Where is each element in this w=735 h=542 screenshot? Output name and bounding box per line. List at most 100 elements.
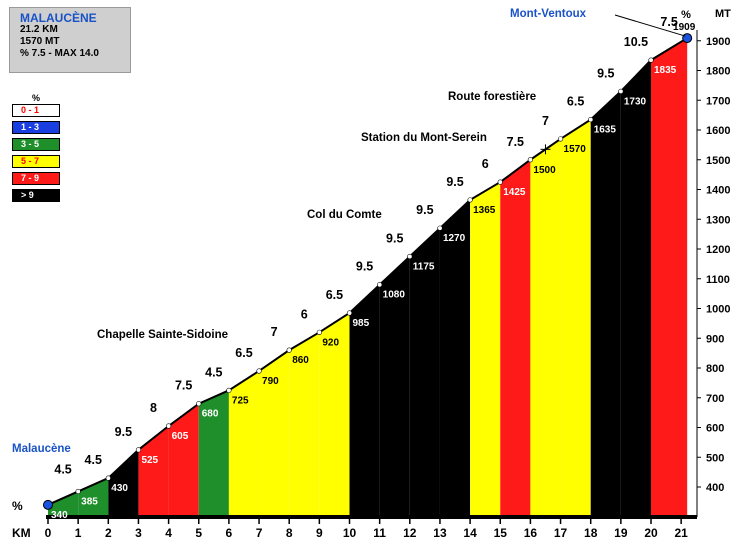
y-tick-label: 900: [706, 333, 724, 345]
gradient-axis-label: %: [12, 499, 23, 513]
legend-title: %: [31, 93, 40, 103]
km-point-marker: [226, 387, 232, 393]
gradient-label: 6.5: [567, 95, 584, 109]
altitude-label: 790: [262, 376, 279, 387]
x-tick-label: 18: [584, 526, 598, 540]
km-point-marker: [467, 197, 473, 203]
km-point-marker: [346, 310, 353, 316]
climb-gradient: % 7.5 - MAX 14.0: [20, 48, 99, 59]
climb-elevation-gain: 1570 MT: [20, 36, 60, 47]
gradient-label: 9.5: [597, 66, 614, 80]
y-tick-label: 1600: [706, 125, 730, 137]
altitude-label: 605: [172, 431, 189, 442]
gradient-label: 8: [150, 401, 157, 415]
profile-segment: [259, 350, 290, 517]
gradient-label: 6.5: [326, 288, 343, 302]
y-tick-label: 800: [706, 363, 724, 375]
y-tick-label: 1900: [706, 36, 730, 48]
km-point-marker: [588, 116, 594, 123]
km-point-marker: [256, 368, 262, 374]
x-tick-label: 9: [316, 526, 323, 540]
gradient-label: 7.5: [507, 135, 524, 149]
y-tick-label: 1800: [706, 66, 730, 78]
profile-segment: [560, 119, 591, 518]
profile-segment: [470, 182, 501, 517]
profile-segment: [168, 403, 199, 517]
climb-info-box: MALAUCÈNE 21.2 KM 1570 MT % 7.5 - MAX 14…: [9, 7, 131, 73]
summit-marker: [682, 33, 693, 44]
y-tick-label: 1100: [706, 274, 730, 286]
gradient-label: 9.5: [416, 203, 433, 217]
start-marker: [43, 499, 53, 510]
x-tick-label: 20: [644, 526, 658, 540]
y-tick-label: 1200: [706, 244, 730, 256]
profile-line: [47, 37, 688, 506]
km-point-marker: [648, 57, 654, 63]
x-tick-label: 3: [135, 526, 142, 540]
y-tick-label: 1400: [706, 185, 730, 197]
altitude-label: 1835: [654, 65, 677, 76]
altitude-label: 525: [141, 455, 158, 466]
km-point-marker: [75, 488, 81, 495]
x-tick-label: 16: [524, 526, 538, 540]
profile-segment: [349, 284, 380, 517]
x-tick-label: 12: [403, 526, 417, 540]
altitude-label: 1500: [533, 165, 556, 176]
profile-segment: [651, 38, 688, 517]
gradient-label: 9.5: [386, 231, 403, 245]
x-tick-label: 6: [226, 526, 233, 540]
gradient-label: 7: [542, 114, 549, 128]
profile-segment: [409, 228, 440, 518]
km-point-marker: [196, 401, 202, 407]
x-tick-label: 8: [286, 526, 293, 540]
y-tick-label: 600: [706, 423, 724, 435]
x-axis-title: KM: [12, 526, 31, 540]
altitude-label: 985: [353, 318, 370, 329]
profile-segment: [590, 91, 621, 517]
km-point-marker: [557, 136, 564, 142]
altitude-label: 1365: [473, 205, 496, 216]
y-tick-label: 700: [706, 393, 724, 405]
gradient-label: 4.5: [205, 365, 222, 379]
km-point-marker: [527, 157, 534, 163]
landmark-label: Route forestière: [448, 91, 536, 103]
x-tick-label: 21: [674, 526, 688, 540]
y-axis-title: MT: [715, 8, 731, 20]
altitude-label: 860: [292, 355, 309, 366]
gradient-label: 6.5: [235, 346, 252, 360]
profile-segment: [228, 370, 260, 517]
profile-segment: [500, 159, 531, 517]
altitude-label: 1909: [673, 22, 696, 33]
y-tick-label: 500: [706, 452, 724, 464]
y-tick-label: 1000: [706, 304, 730, 316]
km-point-marker: [497, 179, 503, 185]
gradient-label: 7.5: [660, 15, 677, 29]
profile-segment: [620, 60, 651, 518]
x-tick-label: 0: [45, 526, 52, 540]
legend-item: 7 - 9: [12, 172, 60, 185]
x-tick-label: 11: [373, 526, 386, 540]
x-tick-label: 19: [614, 526, 628, 540]
gradient-label: 10.5: [624, 35, 648, 49]
legend-item: 5 - 7: [12, 155, 60, 168]
km-point-marker: [377, 282, 383, 288]
landmark-label: Chapelle Sainte-Sidoine: [97, 329, 228, 341]
km-point-marker: [105, 475, 111, 481]
altitude-label: 1270: [443, 233, 466, 244]
profile-segment: [319, 312, 350, 517]
gradient-label: 7: [271, 325, 278, 339]
profile-segment: [48, 491, 79, 517]
gradient-label: 9.5: [446, 175, 463, 189]
climb-start-title: MALAUCÈNE: [20, 11, 97, 25]
profile-segment: [379, 256, 410, 517]
x-tick-label: 17: [554, 526, 568, 540]
km-point-marker: [407, 253, 413, 260]
km-point-marker: [166, 423, 172, 429]
landmark-label: Col du Comte: [307, 209, 382, 221]
x-tick-label: 14: [463, 526, 477, 540]
summit-gradient-axis-label: %: [681, 9, 691, 21]
km-point-marker: [135, 447, 142, 453]
legend-item: 1 - 3: [12, 121, 60, 134]
x-tick-label: 5: [195, 526, 202, 540]
gradient-legend: % 0 - 1 1 - 3 3 - 5 5 - 7 7 - 9 > 9: [12, 93, 60, 206]
